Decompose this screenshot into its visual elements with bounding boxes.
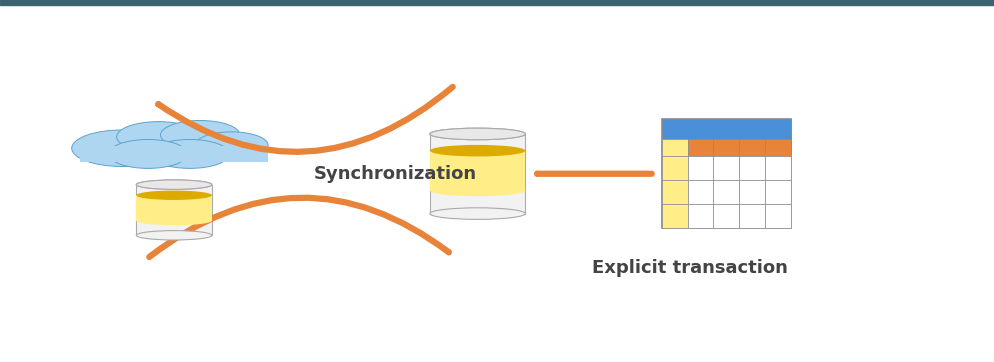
Ellipse shape — [136, 216, 212, 225]
Bar — [136, 185, 212, 235]
Bar — [764, 139, 790, 156]
Bar — [661, 119, 790, 139]
Bar — [713, 180, 739, 204]
Bar — [687, 204, 713, 228]
Bar — [687, 180, 713, 204]
Bar — [764, 156, 790, 180]
Bar — [661, 156, 687, 180]
Ellipse shape — [136, 190, 212, 200]
Circle shape — [195, 132, 268, 159]
Ellipse shape — [429, 128, 525, 140]
Bar — [713, 139, 739, 156]
Bar — [739, 156, 764, 180]
Text: Explicit transaction: Explicit transaction — [591, 259, 787, 277]
Bar — [0, 0, 994, 5]
Circle shape — [72, 130, 172, 167]
Bar — [80, 146, 267, 161]
Circle shape — [108, 139, 188, 168]
Ellipse shape — [429, 128, 525, 140]
Bar — [661, 139, 687, 156]
Bar — [136, 195, 212, 220]
Ellipse shape — [136, 180, 212, 189]
Bar — [687, 139, 713, 156]
Bar — [661, 180, 687, 204]
Ellipse shape — [136, 231, 212, 240]
Bar — [764, 180, 790, 204]
Bar — [764, 204, 790, 228]
Ellipse shape — [136, 180, 212, 189]
Circle shape — [160, 121, 240, 150]
Bar — [687, 156, 713, 180]
Bar — [739, 139, 764, 156]
Text: Synchronization: Synchronization — [313, 165, 476, 183]
Bar — [739, 204, 764, 228]
Ellipse shape — [429, 208, 525, 219]
Bar — [429, 134, 525, 214]
Bar — [713, 204, 739, 228]
Bar — [739, 180, 764, 204]
FancyArrowPatch shape — [158, 87, 452, 152]
Bar — [661, 204, 687, 228]
Bar — [429, 151, 525, 190]
Ellipse shape — [429, 185, 525, 196]
Bar — [661, 119, 790, 228]
Ellipse shape — [429, 145, 525, 156]
FancyArrowPatch shape — [149, 198, 448, 257]
Bar — [713, 156, 739, 180]
Circle shape — [150, 139, 230, 168]
Circle shape — [116, 122, 200, 152]
